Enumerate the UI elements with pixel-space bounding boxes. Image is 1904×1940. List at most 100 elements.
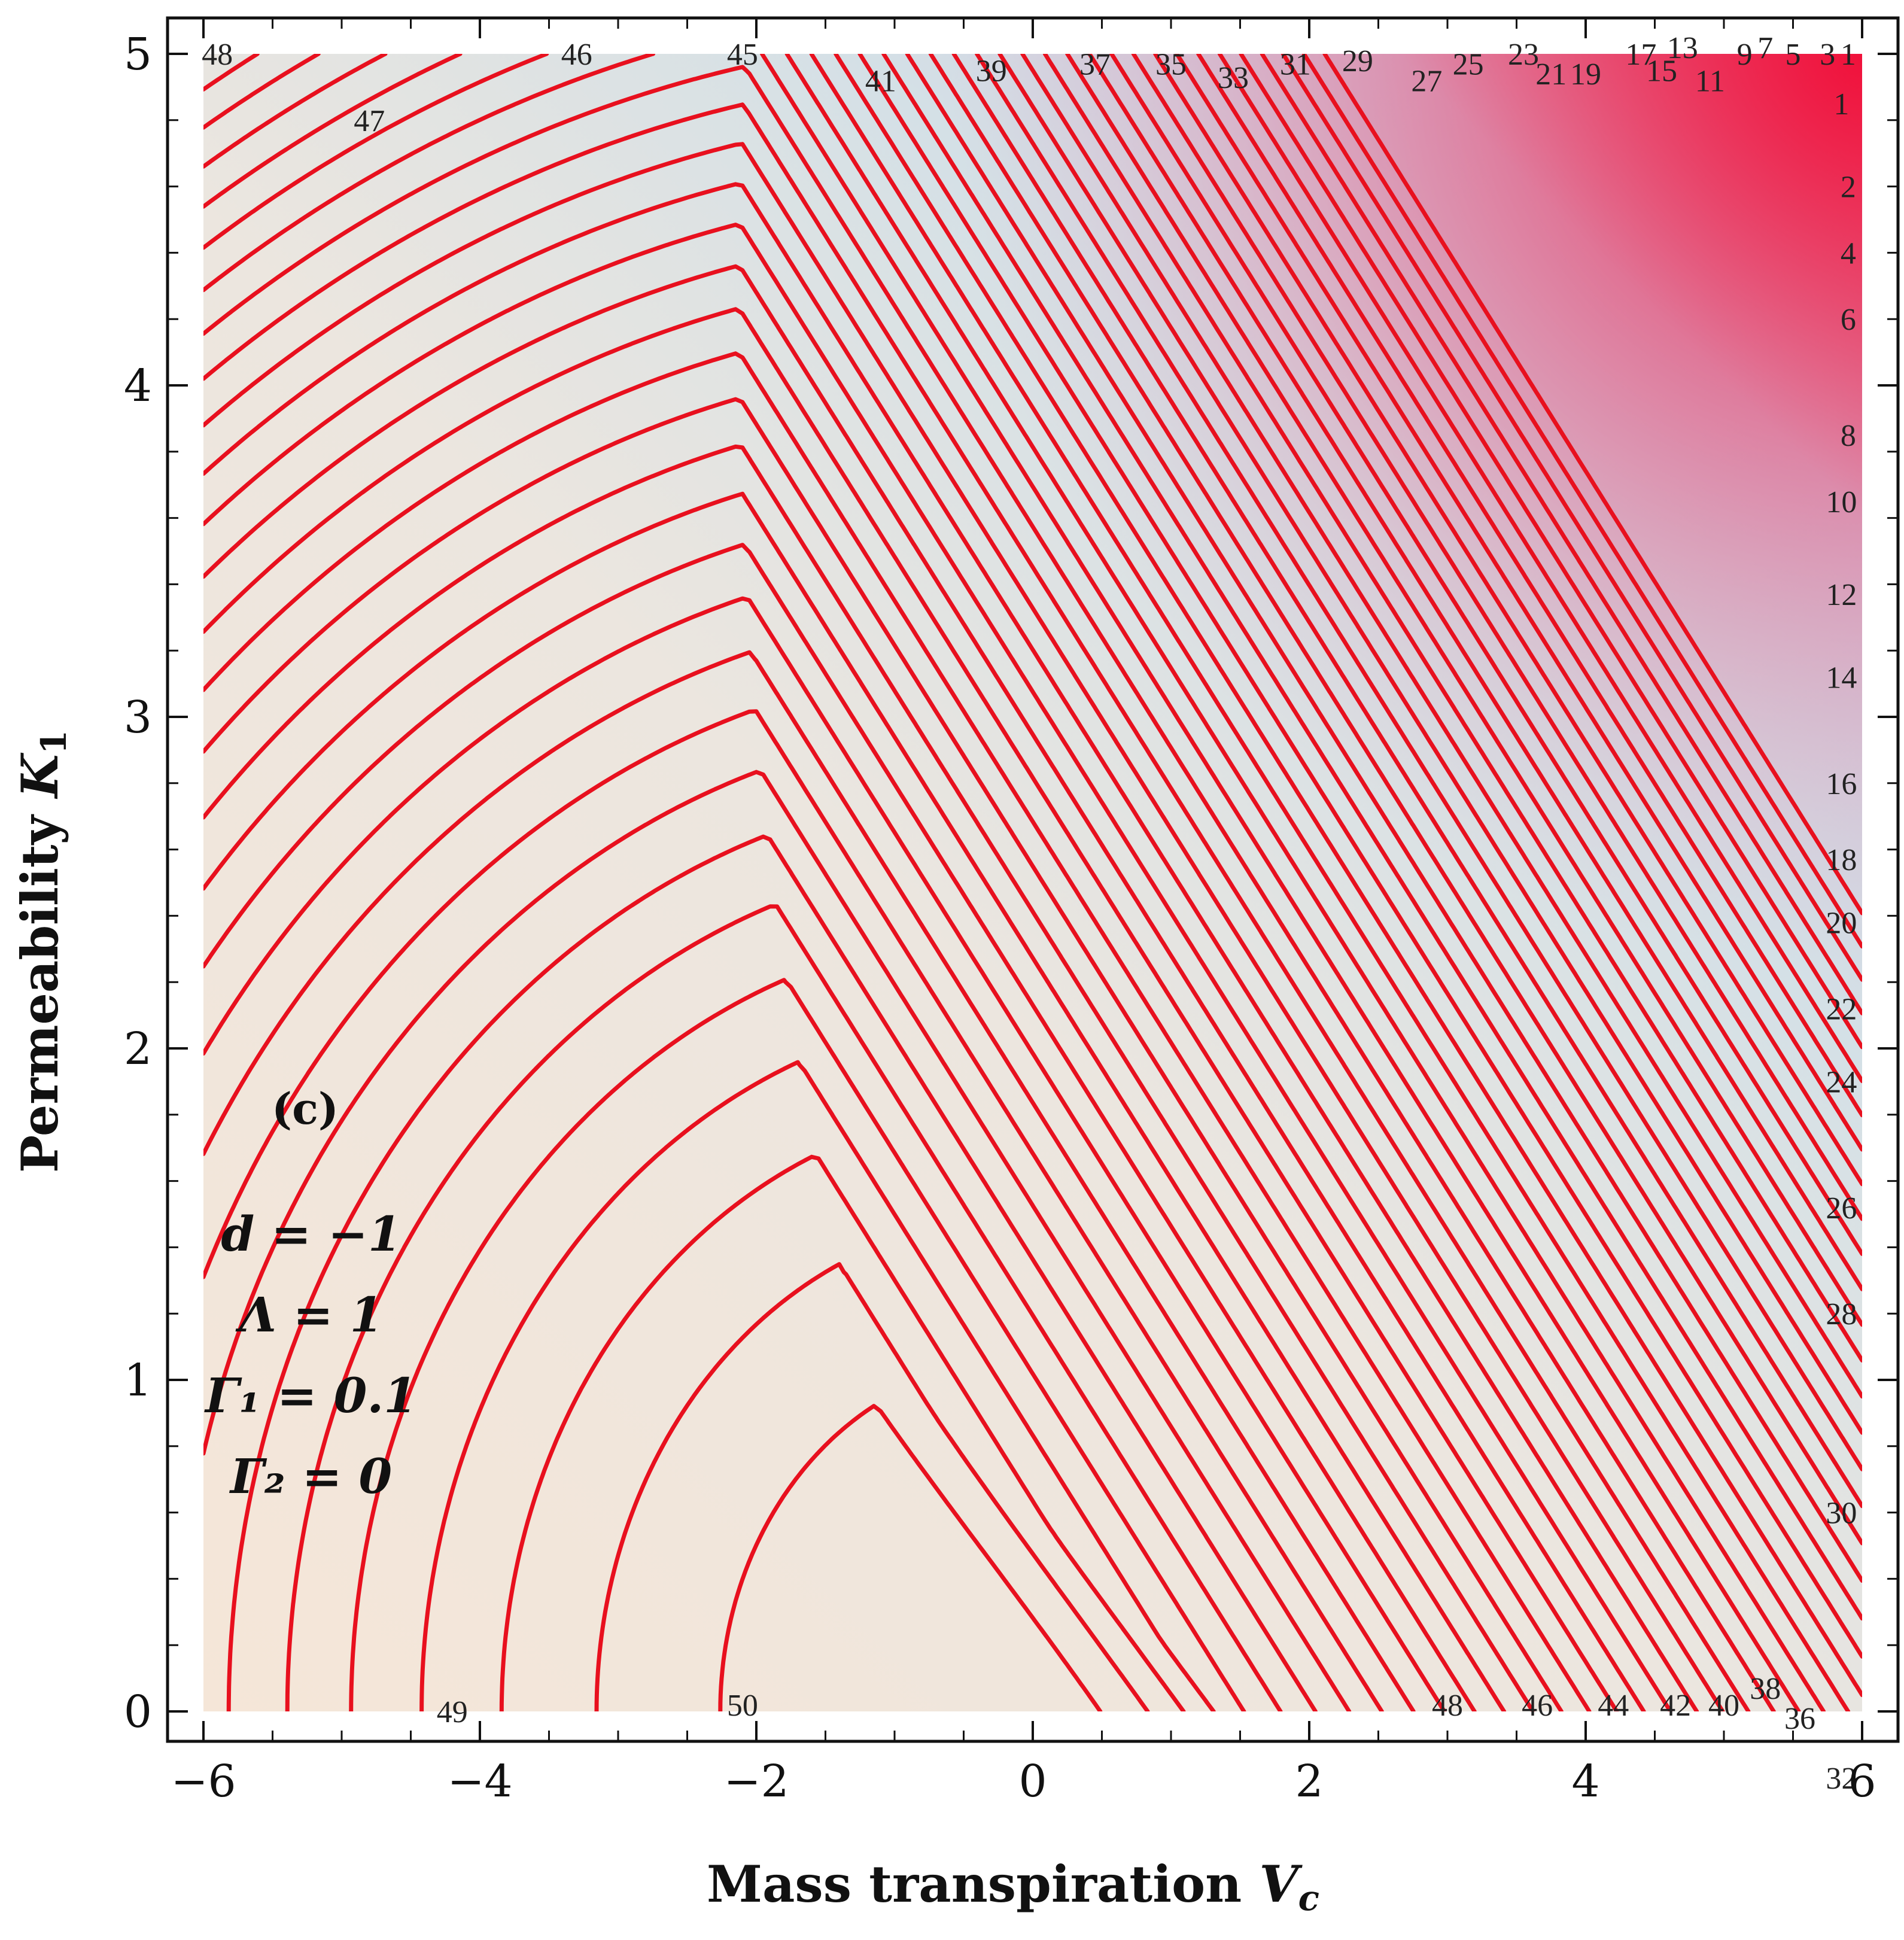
contour-label: 40 (1708, 1689, 1739, 1723)
contour-line-34 (203, 351, 1592, 1711)
contour-line-6 (1217, 54, 1862, 1083)
contour-label: 26 (1826, 1191, 1857, 1226)
x-tick-label: −6 (171, 1756, 236, 1807)
contour-line-33 (203, 307, 1619, 1711)
contour-label: 27 (1411, 64, 1442, 98)
contour-label: 1 (1833, 87, 1849, 121)
axis-ticks (168, 18, 1898, 1741)
x-tick-label: 0 (1018, 1756, 1047, 1807)
contour-line-21 (203, 54, 1862, 1621)
contour-line-18 (951, 54, 1862, 1509)
contour-line-20 (905, 54, 1862, 1583)
contour-line-41 (203, 709, 1384, 1711)
param-d: d = −1 (221, 1206, 401, 1262)
contour-line-7 (1196, 54, 1862, 1118)
contour-label: 4 (1841, 236, 1856, 270)
param-gamma1: Γ₁ = 0.1 (204, 1367, 417, 1424)
contour-label: 47 (354, 104, 385, 138)
contour-lines (203, 54, 1862, 1711)
y-tick-label: 2 (124, 1023, 152, 1075)
contour-label: 18 (1826, 843, 1857, 877)
contour-label: 20 (1826, 906, 1857, 940)
contour-label: 16 (1826, 767, 1857, 801)
contour-line-5 (1239, 54, 1862, 1050)
param-lambda: Λ = 1 (235, 1287, 383, 1343)
contour-label: 22 (1826, 993, 1857, 1027)
contour-line-39 (203, 596, 1447, 1711)
contour-line-28 (203, 102, 1751, 1711)
x-tick-label: 6 (1848, 1756, 1876, 1807)
contour-label: 48 (1432, 1689, 1463, 1723)
contour-line-44 (285, 904, 1283, 1711)
contour-label: 28 (1826, 1297, 1857, 1331)
parameter-annotations: d = −1 Λ = 1 Γ₁ = 0.1 Γ₂ = 0 (204, 1206, 417, 1504)
contour-label: 17 (1625, 38, 1656, 72)
contour-line-48 (594, 1262, 1150, 1711)
contour-label: 44 (1598, 1689, 1629, 1723)
contour-label: 14 (1826, 661, 1857, 695)
contour-line-36 (203, 444, 1535, 1711)
contour-label: 32 (1826, 1762, 1857, 1796)
contour-label: 37 (1079, 48, 1111, 82)
contour-label: 30 (1826, 1497, 1857, 1531)
contour-label: 10 (1826, 485, 1857, 519)
contour-label: 50 (727, 1689, 758, 1723)
contour-line-1 (1322, 54, 1862, 916)
x-tick-label: 4 (1571, 1756, 1599, 1807)
contour-label: 2 (1841, 171, 1856, 205)
contour-line-29 (203, 142, 1725, 1711)
contour-line-46 (419, 1060, 1216, 1711)
contour-line-14 (1042, 54, 1862, 1363)
contour-line-26 (203, 54, 1801, 1711)
contour-label: 41 (865, 64, 896, 98)
x-axis-title: Mass transpiration Vc (707, 1854, 1319, 1918)
contour-label: 46 (561, 38, 592, 72)
contour-line-2 (1301, 54, 1862, 948)
contour-label: 12 (1826, 578, 1857, 612)
contour-label: 39 (976, 54, 1007, 89)
contour-label: 48 (202, 38, 233, 72)
plot-background-hot-corner (203, 54, 1862, 1711)
contour-label: 29 (1342, 44, 1373, 78)
contour-label: 35 (1155, 48, 1187, 82)
panel-label: (c) (272, 1083, 339, 1134)
contour-label: 24 (1826, 1065, 1857, 1099)
x-tick-label: 2 (1295, 1756, 1323, 1807)
contour-label: 3 (1820, 38, 1835, 72)
contour-label: 15 (1646, 54, 1677, 89)
contour-line-19 (928, 54, 1862, 1546)
contour-label: 9 (1737, 38, 1753, 72)
y-tick-label: 4 (124, 360, 152, 412)
contour-label: 8 (1841, 419, 1856, 453)
contour-line-31 (203, 223, 1673, 1711)
contour-label: 45 (727, 38, 758, 72)
contour-line-37 (203, 491, 1507, 1711)
contour-line-23 (203, 54, 1862, 1698)
x-tick-label: −4 (447, 1756, 512, 1807)
contour-line-25 (203, 54, 1826, 1711)
contour-label: 49 (437, 1695, 468, 1729)
contour-line-8 (1175, 54, 1862, 1152)
contour-label: 1 (1841, 38, 1856, 72)
contour-line-45 (349, 978, 1246, 1711)
contour-line-43 (226, 834, 1318, 1711)
contour-line-15 (1020, 54, 1862, 1399)
contour-line-12 (1087, 54, 1862, 1291)
contour-line-10 (1131, 54, 1862, 1221)
contour-line-38 (203, 543, 1477, 1711)
contour-label: 25 (1453, 48, 1484, 82)
contour-label: 31 (1280, 48, 1311, 82)
contour-line-17 (975, 54, 1862, 1471)
contour-label: 38 (1750, 1672, 1781, 1706)
contour-line-24 (203, 54, 1851, 1711)
contour-label: 7 (1757, 31, 1773, 65)
contour-line-35 (203, 397, 1564, 1711)
contour-label: 13 (1667, 31, 1698, 65)
contour-label: 21 (1535, 57, 1567, 92)
contour-line-3 (1281, 54, 1862, 982)
y-axis-title: Permeability K1 (10, 730, 74, 1173)
contour-line-30 (203, 182, 1699, 1711)
